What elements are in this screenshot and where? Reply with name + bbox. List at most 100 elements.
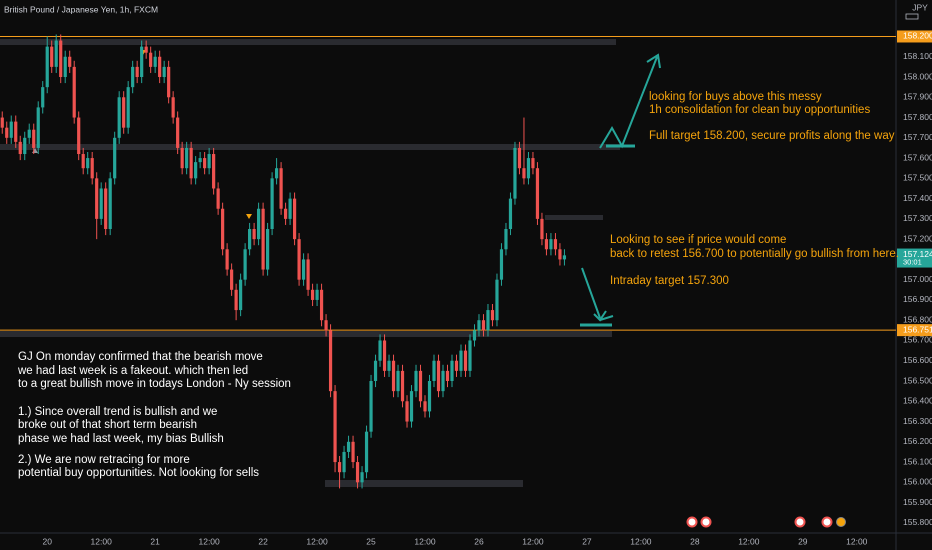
candle-body [346,441,351,452]
candle-body [319,289,324,321]
y-tick-label: 155.900 [903,497,932,507]
zone [325,480,523,487]
candle-body [113,137,117,179]
y-tick-label: 156.600 [903,355,932,365]
chart-title: British Pound / Japanese Yen, 1h, FXCM [4,4,158,14]
x-tick-label: 12:00 [91,536,113,546]
candle-body [504,229,508,250]
arrow [581,267,601,319]
candle-body [364,431,369,473]
x-tick-label: 22 [258,536,268,546]
candle-body [351,441,355,463]
candle-body [252,229,256,240]
candle-body [279,168,283,209]
candle-body [450,360,454,382]
candle-body [549,239,553,250]
candle-body [526,158,531,179]
zone [545,215,603,220]
annotation: Looking to see if price would come [610,234,786,246]
y-tick-label: 156.900 [903,294,932,304]
annotation: 2.) We are now retracing for more [18,454,190,466]
candle-body [387,360,391,371]
event-icon [794,516,806,528]
annotation: we had last week is a fakeout. which the… [17,365,248,377]
x-tick-label: 12:00 [414,536,436,546]
annotation: back to retest 156.700 to potentially go… [610,248,899,260]
candle-body [414,370,418,392]
candle-body [459,350,463,371]
candle-body [360,472,364,483]
candle-body [463,350,468,371]
y-tick-label: 156.400 [903,396,932,406]
candle-body [90,158,94,179]
candle-body [86,158,90,169]
annotation: 1h consolidation for clean buy opportuni… [649,104,870,116]
candle-body [495,279,499,321]
candle-body [32,129,36,148]
zones [0,39,620,487]
candle-body [23,137,27,155]
candle-body [27,129,31,138]
candle-body [427,381,432,412]
candle-body [230,269,234,290]
candle-body [301,259,306,280]
annotation: looking for buys above this messy [649,91,822,103]
candle-body [171,97,175,118]
event-icon [700,516,712,528]
candle-body [454,360,459,371]
y-tick-label: 157.500 [903,173,932,183]
candle-body [283,208,288,219]
event-icon [836,517,846,527]
y-tick-label: 157.400 [903,193,932,203]
annotation: broke out of that short term bearish [18,419,197,431]
candle-body [432,360,436,382]
candle-body [477,320,481,331]
candle-body [481,320,486,331]
candle-body [292,198,297,240]
candle-body [468,340,472,371]
candle-body [99,188,103,219]
candle-body [68,56,72,67]
candle-body [540,218,544,240]
candle-body [180,147,184,169]
candle-body [508,198,513,230]
arrow [599,315,614,321]
candle-body [14,121,18,142]
y-tick-label: 156.500 [903,375,932,385]
y-tick-label: 156.100 [903,456,932,466]
candle-body [553,239,558,250]
candle-body [117,97,121,138]
x-tick-label: 12:00 [846,536,868,546]
y-tick-label: 156.700 [903,335,932,345]
candle-body [149,52,153,67]
annotation: Full target 158.200, secure profits alon… [649,130,895,142]
y-tick-label: 155.800 [903,517,932,527]
candle-body [162,66,166,78]
candle-body [203,158,207,169]
level-label: 158.200 [903,31,932,41]
candle-body [185,147,189,169]
candle-body [50,46,54,67]
candle-body [342,451,346,473]
candle-body [212,154,216,189]
candle-body [41,87,45,108]
events [686,516,846,528]
candle-body [535,168,540,219]
x-tick-label: 27 [582,536,592,546]
y-tick-label: 156.200 [903,436,932,446]
candles [0,34,567,489]
candle-body [337,462,342,473]
candle-body [194,162,198,179]
candle-body [54,40,58,67]
candle-body [9,121,13,138]
candle-body [328,330,333,392]
candle-body [373,360,378,382]
candle-body [135,66,139,78]
x-tick-label: 12:00 [738,536,760,546]
x-tick-label: 25 [366,536,376,546]
zone [0,39,616,45]
y-tick-label: 156.000 [903,477,932,487]
y-tick-label: 157.600 [903,152,932,162]
candle-body [243,249,247,280]
